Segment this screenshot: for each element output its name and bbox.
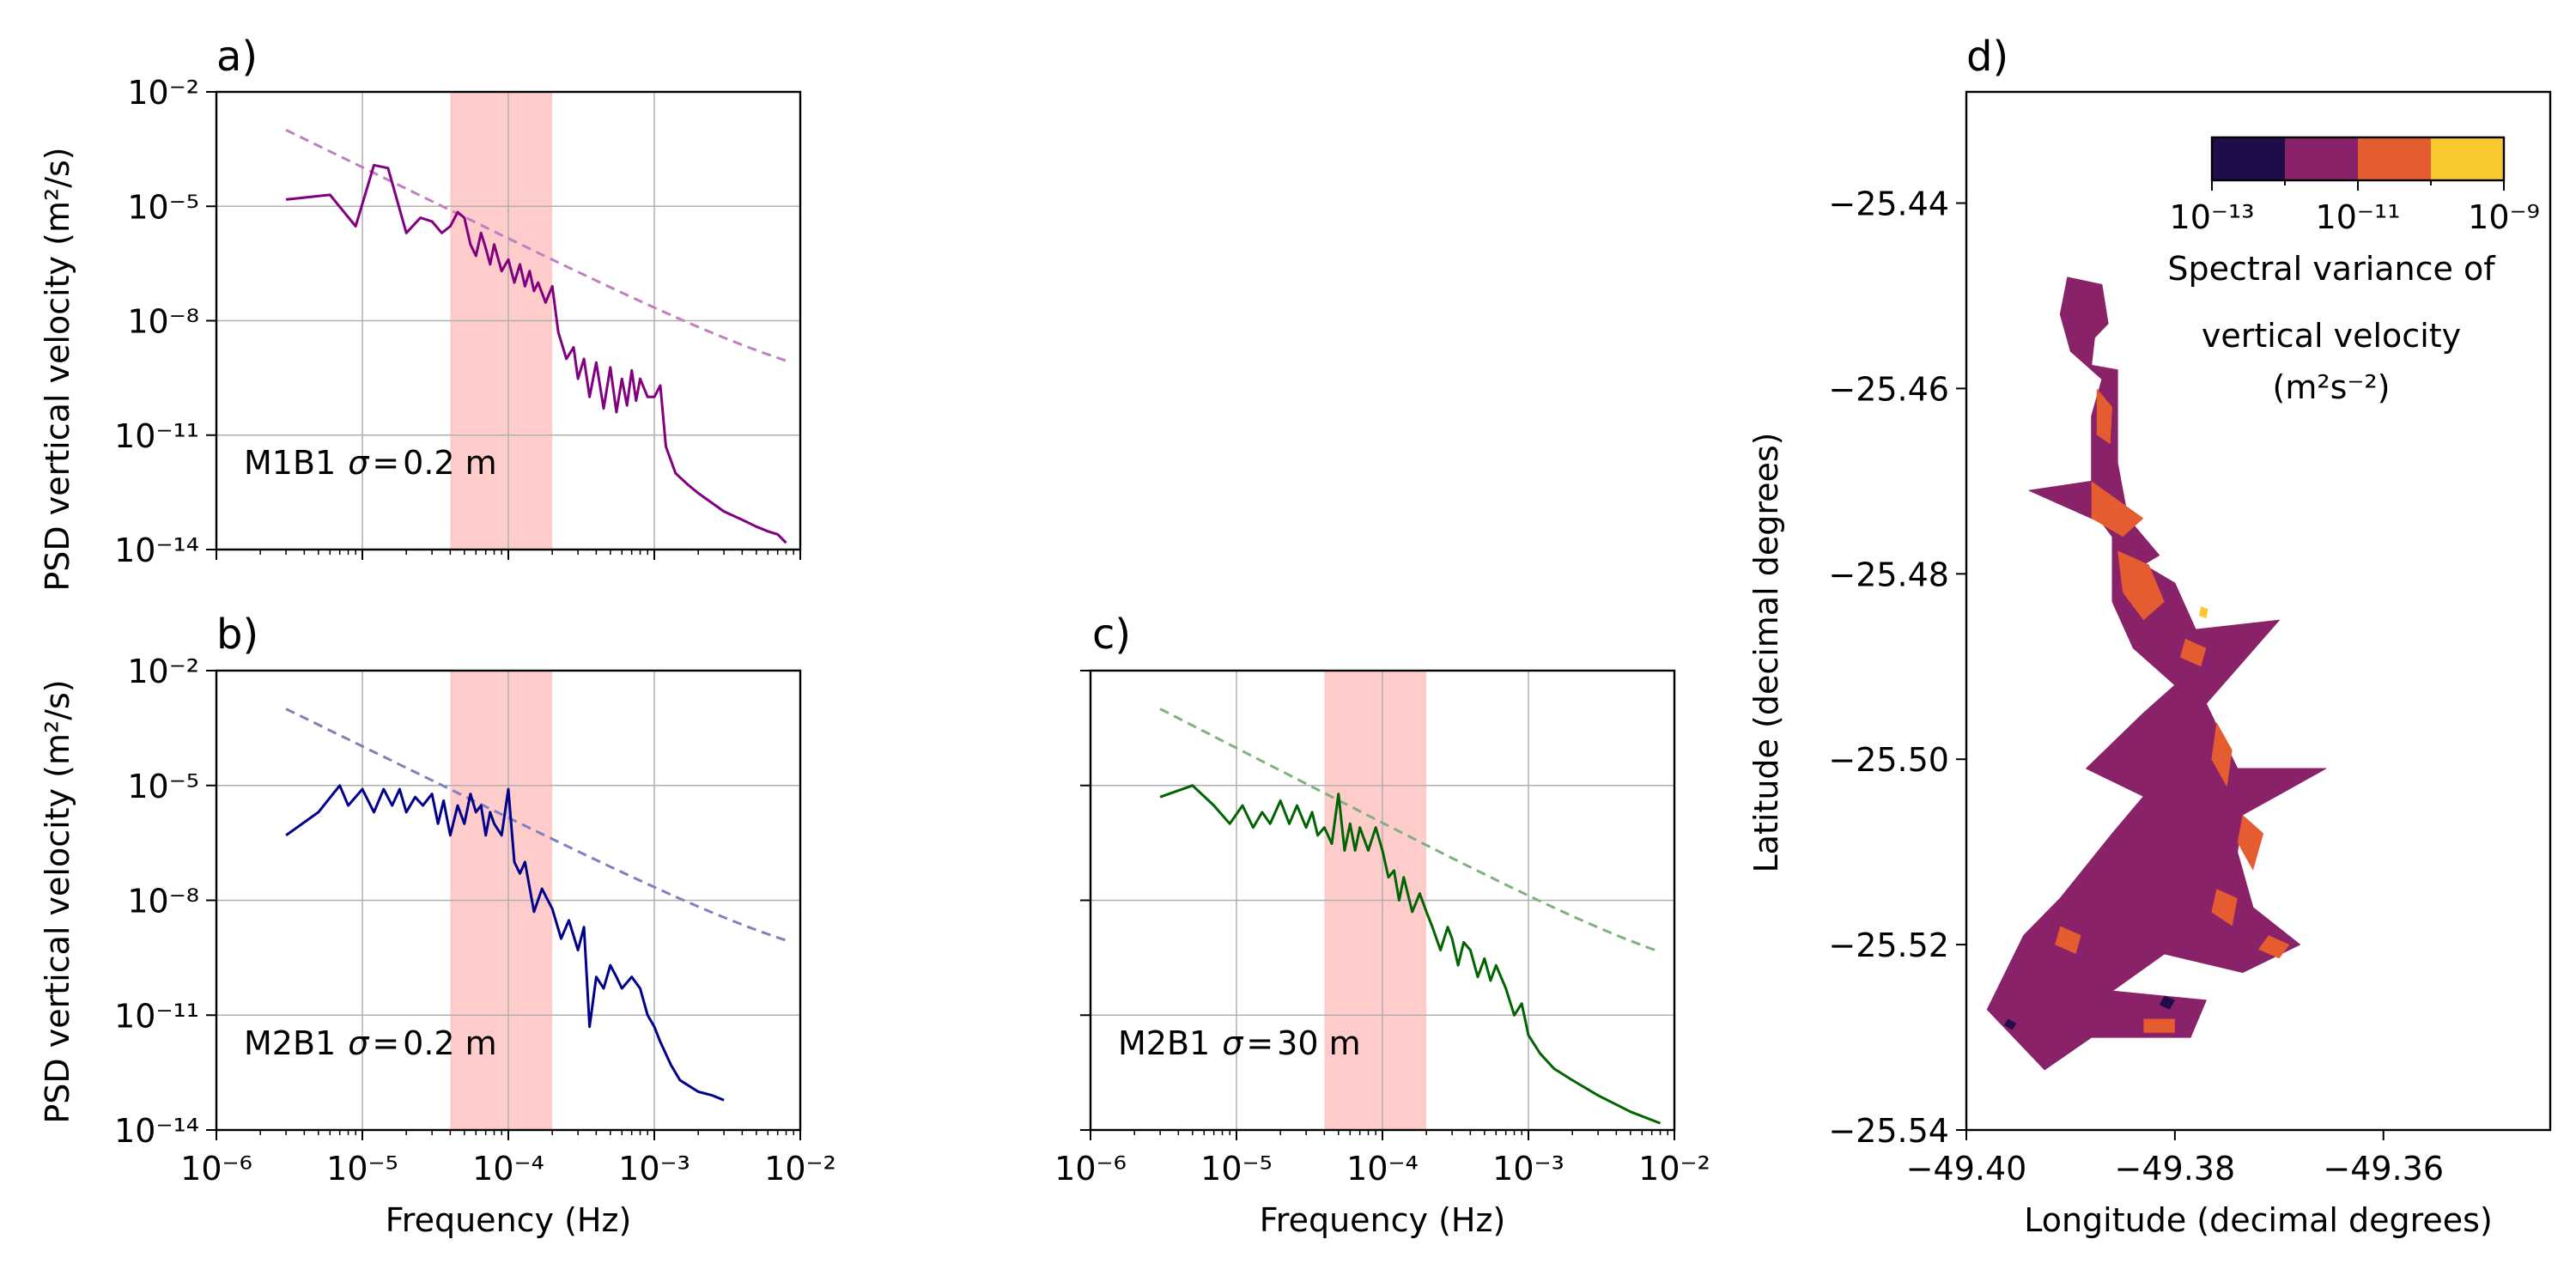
panel-d-xtick-label: −49.38 — [2115, 1150, 2236, 1188]
variance-patch — [2143, 1018, 2175, 1033]
variance-patch — [2117, 550, 2165, 621]
panel-d-ytick-label: −25.46 — [1828, 370, 1949, 408]
variance-patch — [2198, 606, 2208, 619]
panel-a-annotation-sigma: 0.2 m — [403, 444, 497, 482]
panel-c-xtick-label: 10⁻⁶ — [1054, 1150, 1127, 1188]
panel-b: b) PSD vertical velocity (m²/s) Frequenc… — [39, 611, 836, 1239]
panel-c: c) Frequency (Hz) 10⁻⁶ 10⁻⁵ 10⁻⁴ 10⁻³ 10⁻² M… — [1054, 611, 1710, 1239]
panel-c-xtick-label: 10⁻⁵ — [1200, 1150, 1273, 1188]
panel-c-plot: 10⁻⁶ 10⁻⁵ 10⁻⁴ 10⁻³ 10⁻² — [1054, 669, 1710, 1188]
panel-b-series-line — [285, 784, 725, 1102]
panel-b-plot: 10⁻⁶ 10⁻⁵ 10⁻⁴ 10⁻³ 10⁻² 10⁻¹⁴ 10⁻¹¹ 10⁻⁸ 10⁻⁵ 10… — [114, 653, 836, 1188]
panel-c-reference-line — [1159, 708, 1662, 954]
panel-b-label: b) — [216, 611, 258, 659]
variance-patch — [2211, 889, 2238, 927]
colorbar-segment — [2285, 137, 2359, 180]
colorbar-label-line1: Spectral variance of — [2167, 250, 2496, 288]
variance-patch — [2258, 935, 2290, 959]
panel-d-xtick-label: −49.36 — [2323, 1150, 2444, 1188]
panel-b-ytick-label: 10⁻¹¹ — [114, 997, 199, 1035]
panel-d: d) Longitude (decimal degrees) Latitude … — [1747, 33, 2552, 1239]
panel-c-label: c) — [1092, 611, 1131, 659]
panel-a-ytick-label: 10⁻⁵ — [127, 188, 199, 226]
panel-c-sigma-symbol: σ — [1222, 1024, 1244, 1062]
variance-patch — [2055, 926, 2081, 954]
panel-b-ytick-label: 10⁻¹⁴ — [114, 1112, 199, 1150]
panel-c-xtick-label: 10⁻² — [1638, 1150, 1710, 1188]
colorbar-tick-label: 10⁻⁹ — [2468, 198, 2540, 236]
panel-a-series-line — [285, 163, 787, 544]
panel-b-xtick-label: 10⁻⁵ — [326, 1150, 398, 1188]
panel-d-ytick-label: −25.48 — [1828, 556, 1949, 593]
panel-d-ylabel: Latitude (decimal degrees) — [1747, 433, 1785, 873]
panel-d-axes-frame — [1965, 90, 2552, 1132]
colorbar-label-line2: vertical velocity — [2202, 317, 2461, 355]
panel-a-sigma-symbol: σ — [348, 444, 370, 482]
variance-patch — [2179, 638, 2207, 667]
panel-c-xtick-label: 10⁻³ — [1492, 1150, 1564, 1188]
panel-b-xtick-label: 10⁻⁶ — [180, 1150, 252, 1188]
panel-c-series-line — [1159, 784, 1662, 1125]
colorbar-label-line3: (m²s⁻²) — [2273, 368, 2391, 406]
variance-patch — [2091, 481, 2144, 538]
panel-d-ytick-label: −25.54 — [1828, 1112, 1949, 1150]
colorbar-tick-label: 10⁻¹³ — [2170, 198, 2255, 236]
panel-a-ytick-label: 10⁻² — [127, 74, 199, 112]
panel-d-map: −49.40 −49.38 −49.36 −25.44 −25.46 −25.48 −25.… — [1828, 90, 2552, 1188]
panel-b-xlabel: Frequency (Hz) — [386, 1201, 632, 1239]
panel-d-ytick-label: −25.50 — [1828, 741, 1949, 779]
variance-patch — [2211, 722, 2233, 787]
variance-patch — [2237, 815, 2264, 871]
panel-b-sigma-symbol: σ — [348, 1024, 370, 1062]
variance-patch — [2096, 388, 2112, 445]
panel-d-ytick-label: −25.44 — [1828, 185, 1949, 223]
panel-b-ylabel: PSD vertical velocity (m²/s) — [39, 679, 76, 1123]
variance-patch — [2003, 1018, 2017, 1030]
panel-d-label: d) — [1966, 33, 2008, 81]
panel-b-ytick-label: 10⁻² — [127, 653, 199, 690]
panel-a: a) PSD vertical velocity (m²/s) 10⁻¹⁴10⁻… — [39, 33, 802, 592]
panel-b-annotation-name: M2B1 — [244, 1024, 336, 1062]
panel-b-xtick-label: 10⁻³ — [618, 1150, 690, 1188]
panel-c-equals: = — [1246, 1024, 1273, 1062]
colorbar-segment — [2212, 137, 2286, 180]
panel-b-equals: = — [372, 1024, 399, 1062]
panel-d-xlabel: Longitude (decimal degrees) — [2024, 1201, 2493, 1239]
panel-a-ylabel: PSD vertical velocity (m²/s) — [39, 147, 76, 591]
panel-a-annotation: M1B1 σ = 0.2 m — [244, 444, 497, 482]
panel-c-xlabel: Frequency (Hz) — [1260, 1201, 1506, 1239]
colorbar: 10⁻¹³ 10⁻¹¹ 10⁻⁹ — [2170, 136, 2540, 236]
panel-b-ytick-label: 10⁻⁸ — [127, 883, 199, 920]
colorbar-segment — [2358, 137, 2432, 180]
panel-c-annotation: M2B1 σ = 30 m — [1118, 1024, 1361, 1062]
panel-c-xtick-label: 10⁻⁴ — [1346, 1150, 1419, 1188]
colorbar-tick-label: 10⁻¹¹ — [2316, 198, 2401, 236]
panel-a-ytick-label: 10⁻¹⁴ — [114, 532, 199, 569]
panel-b-xtick-label: 10⁻⁴ — [472, 1150, 544, 1188]
colorbar-segment — [2431, 137, 2505, 180]
panel-b-annotation-sigma: 0.2 m — [403, 1024, 497, 1062]
panel-a-ytick-label: 10⁻⁸ — [127, 303, 199, 341]
panel-d-xtick-label: −49.40 — [1906, 1150, 2027, 1188]
panel-a-plot: 10⁻¹⁴ 10⁻¹¹ 10⁻⁸ 10⁻⁵ 10⁻² — [114, 74, 802, 569]
panel-c-annotation-name: M2B1 — [1118, 1024, 1210, 1062]
panel-c-annotation-sigma: 30 m — [1277, 1024, 1360, 1062]
panel-b-reference-line — [285, 708, 787, 942]
panel-b-annotation: M2B1 σ = 0.2 m — [244, 1024, 497, 1062]
panel-b-xtick-label: 10⁻² — [764, 1150, 836, 1188]
reservoir-area — [1986, 276, 2327, 1071]
panel-a-label: a) — [216, 33, 258, 81]
panel-a-equals: = — [372, 444, 399, 482]
panel-a-ytick-label: 10⁻¹¹ — [114, 417, 199, 455]
panel-b-ytick-label: 10⁻⁵ — [127, 768, 199, 805]
panel-d-ytick-label: −25.52 — [1828, 927, 1949, 964]
panel-a-annotation-name: M1B1 — [244, 444, 336, 482]
variance-patch — [2159, 995, 2175, 1010]
